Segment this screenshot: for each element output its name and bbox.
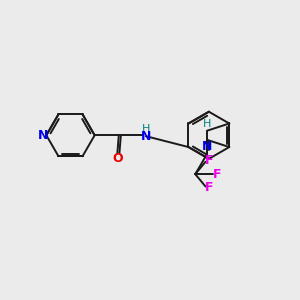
Text: O: O bbox=[112, 152, 123, 165]
Text: F: F bbox=[205, 154, 213, 167]
Text: F: F bbox=[213, 168, 221, 181]
Text: H: H bbox=[142, 124, 150, 134]
Text: N: N bbox=[202, 140, 212, 153]
Text: N: N bbox=[38, 129, 48, 142]
Text: F: F bbox=[205, 182, 213, 194]
Text: N: N bbox=[141, 130, 151, 143]
Text: H: H bbox=[203, 119, 211, 129]
